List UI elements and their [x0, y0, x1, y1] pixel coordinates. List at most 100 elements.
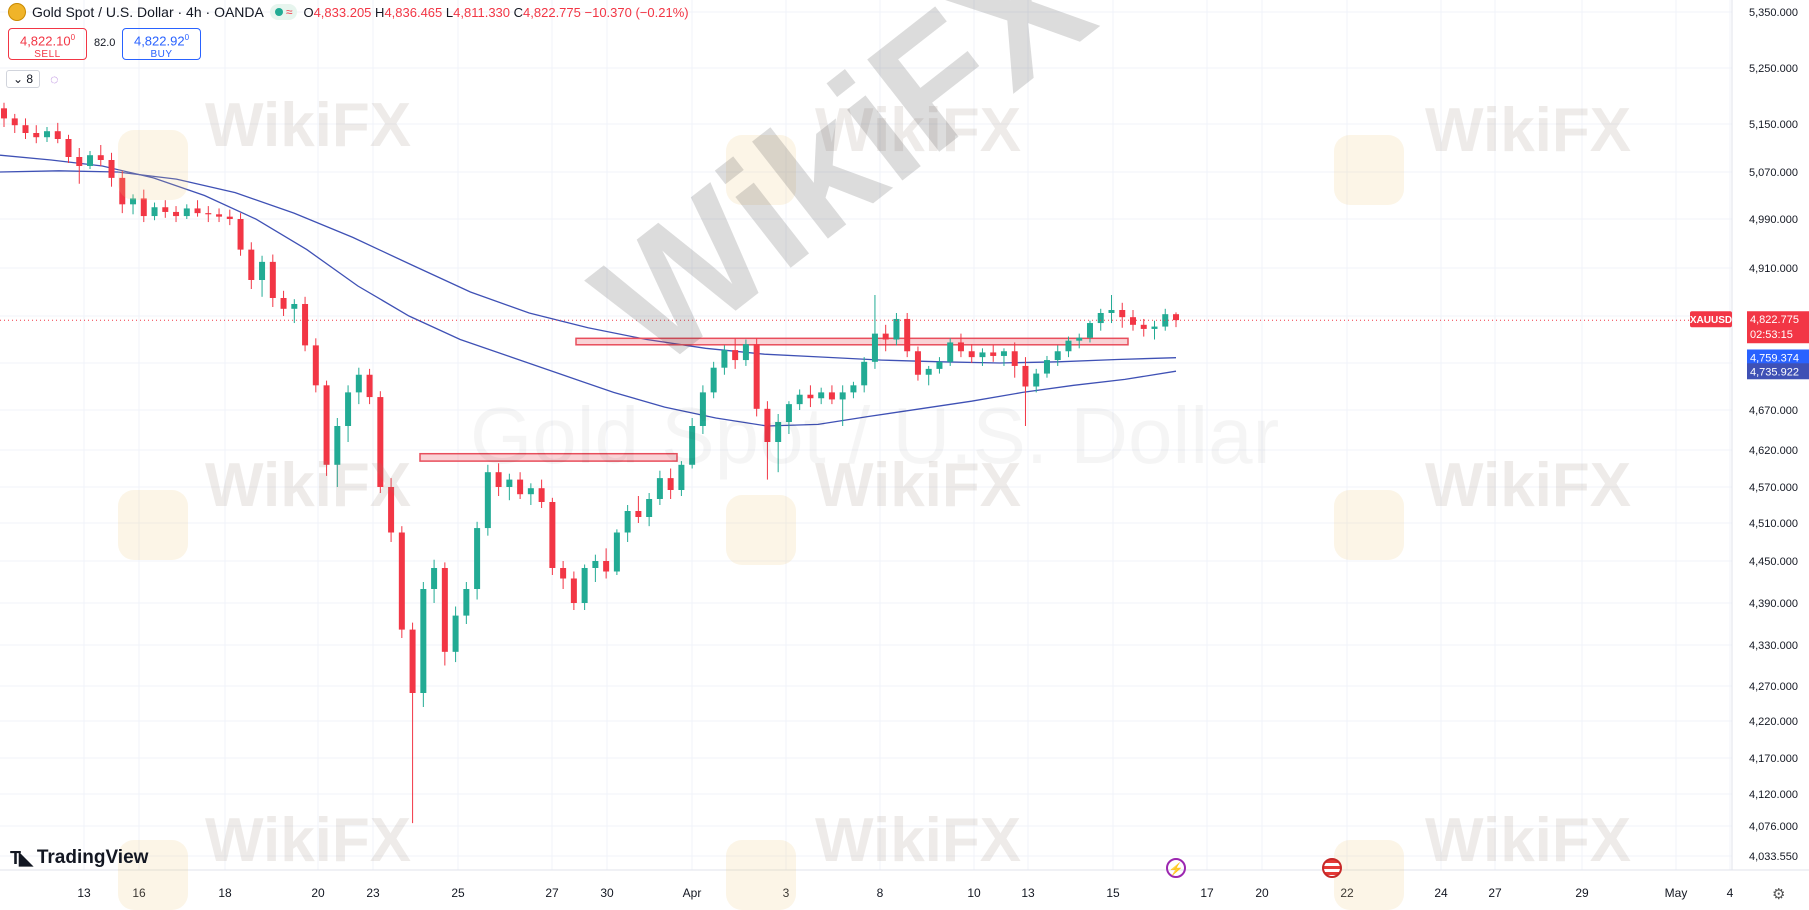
settings-gear-icon[interactable]: ⚙ — [1772, 886, 1786, 903]
candle-body — [205, 213, 212, 215]
candle-body — [1054, 351, 1061, 361]
price-labels: XAUUSD 4,822.775 02:53:15 4,759.374 4,735.92… — [1690, 311, 1809, 380]
candle-body — [291, 304, 298, 309]
candle-body — [839, 392, 846, 400]
candle-body — [807, 394, 814, 399]
sell-button[interactable]: 4,822.100 SELL — [8, 28, 87, 60]
buy-button[interactable]: 4,822.920 BUY — [122, 28, 201, 60]
candle-body — [334, 426, 341, 465]
candle-body — [689, 426, 696, 465]
resistance-zone — [575, 337, 1129, 346]
time-tick-label: 17 — [1200, 886, 1214, 900]
candle-body — [947, 342, 954, 362]
candle-body — [560, 568, 567, 579]
candle-body — [33, 133, 40, 138]
watermark-text: WikiFX — [1425, 451, 1632, 520]
ohlc-values: O4,833.205 H4,836.465 L4,811.330 C4,822.… — [303, 4, 689, 20]
wikifx-logo-icon — [726, 135, 796, 205]
candle-body — [925, 368, 932, 375]
wikifx-logo-icon — [1334, 135, 1404, 205]
symbol-tag — [1690, 311, 1732, 328]
change-value: −10.370 (−0.21%) — [584, 4, 689, 20]
candle-body — [54, 131, 61, 139]
watermark-text: WikiFX — [1425, 96, 1632, 165]
event-lightning-icon[interactable]: ⚡ — [1166, 858, 1186, 878]
candle-body — [323, 385, 330, 465]
candle-body — [44, 131, 51, 138]
time-tick-label: 24 — [1434, 886, 1448, 900]
candle-body — [1119, 310, 1126, 318]
time-tick-label: 27 — [545, 886, 559, 900]
candle-body — [388, 487, 395, 533]
price-axis: 5,350.000 5,250.000 5,150.000 5,070.000 4,99… — [1731, 0, 1809, 906]
time-tick-label: 13 — [1021, 886, 1035, 900]
candle-body — [570, 578, 577, 603]
time-tick-label: 3 — [783, 886, 790, 900]
candle-body — [667, 478, 674, 490]
time-tick-label: 20 — [1255, 886, 1269, 900]
symbol-title[interactable]: Gold Spot / U.S. Dollar · 4h · OANDA — [32, 4, 264, 20]
time-tick-label: 16 — [132, 886, 146, 900]
candle-body — [269, 261, 276, 298]
candle-body — [431, 568, 438, 589]
candle-body — [409, 629, 416, 693]
candle-body — [87, 155, 94, 166]
wikifx-logo-icon — [118, 490, 188, 560]
candle-body — [237, 219, 244, 250]
candle-body — [1011, 351, 1018, 366]
candle-body — [936, 361, 943, 369]
candle-body — [506, 479, 513, 487]
tradingview-logo-icon: T◣ — [10, 847, 33, 868]
candle-body — [592, 561, 599, 568]
candle-body — [635, 511, 642, 517]
time-tick-label: 10 — [967, 886, 981, 900]
watermark-text: WikiFX — [1425, 806, 1632, 875]
candle-body — [742, 344, 749, 361]
price-tick-label: 4,620.000 — [1749, 445, 1798, 457]
price-tick-label: 5,070.000 — [1749, 167, 1798, 179]
gold-coin-icon — [8, 3, 26, 21]
candle-body — [1033, 373, 1040, 387]
price-tick-label: 4,270.000 — [1749, 681, 1798, 693]
candle-body — [452, 615, 459, 652]
candle-body — [151, 207, 158, 217]
candle-body — [97, 155, 104, 160]
candle-body — [914, 351, 921, 375]
candle-body — [183, 208, 190, 217]
price-tick-label: 4,170.000 — [1749, 753, 1798, 765]
candle-body — [1022, 365, 1029, 387]
candle-body — [753, 344, 760, 409]
market-status[interactable]: ≈ — [269, 4, 298, 20]
last-price-label: 4,822.775 — [1750, 314, 1799, 326]
candle-body — [312, 345, 319, 386]
us-flag-event-icon[interactable] — [1322, 858, 1342, 878]
resistance-zone — [419, 452, 678, 462]
time-tick-label: 30 — [600, 886, 614, 900]
market-open-dot-icon — [274, 8, 283, 16]
candle-body — [1162, 314, 1169, 327]
spread-value: 82.0 — [94, 37, 116, 49]
candle-body — [796, 394, 803, 405]
candle-body — [248, 249, 255, 280]
time-tick-label: 20 — [311, 886, 325, 900]
time-tick-label: 27 — [1488, 886, 1502, 900]
moving-average-slow — [0, 170, 1177, 364]
price-axis-bg — [1732, 0, 1809, 906]
candle-body — [140, 198, 147, 217]
price-tick-label: 4,390.000 — [1749, 598, 1798, 610]
candle-body — [1, 108, 7, 119]
candle-body — [474, 528, 481, 589]
watermark-text: WikiFX — [205, 806, 412, 875]
watermark-text: WikiFX — [815, 806, 1022, 875]
time-tick-label: 4 — [1727, 886, 1734, 900]
candle-body — [871, 333, 878, 362]
candle-body — [818, 392, 825, 399]
tradingview-logo[interactable]: T◣ TradingView — [10, 847, 149, 868]
time-tick-label: 29 — [1575, 886, 1589, 900]
moving-average-fast — [0, 154, 1177, 427]
candle-body — [613, 532, 620, 572]
indicators-toggle-button[interactable]: ⌄ 8 — [6, 70, 41, 88]
ma-slow-label: 4,735.922 — [1750, 366, 1799, 378]
candle-body — [65, 139, 72, 157]
